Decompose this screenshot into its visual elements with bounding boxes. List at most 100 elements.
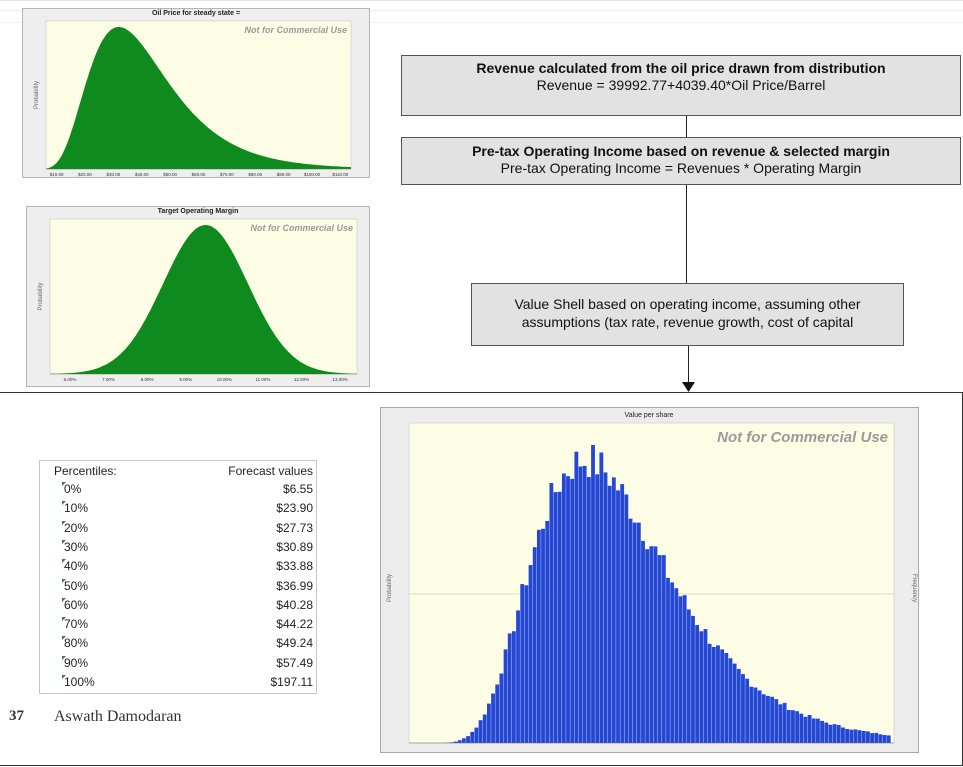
page-number: 37: [9, 708, 24, 724]
marker-icon: [62, 578, 66, 583]
operating-income-box-title: Pre-tax Operating Income based on revenu…: [472, 143, 890, 159]
percentile-label: 80%: [64, 636, 89, 651]
histogram-bar: [566, 476, 570, 743]
watermark: Not for Commercial Use: [244, 25, 347, 35]
histogram-bar: [570, 478, 575, 743]
forecast-value: $33.88: [276, 559, 313, 574]
histogram-bar: [853, 729, 858, 743]
table-row: 10% $23.90: [40, 501, 316, 520]
x-tick-label: $80.00: [248, 172, 262, 177]
operating-income-box-formula: Pre-tax Operating Income = Revenues * Op…: [500, 160, 862, 176]
density-area: [50, 225, 357, 374]
x-tick-label: $60.00: [192, 172, 206, 177]
histogram-bar: [491, 693, 495, 743]
histogram-bar: [657, 555, 662, 743]
histogram-bar: [511, 631, 516, 743]
forecast-value: $6.55: [282, 482, 313, 496]
x-tick-label: $100.00: [304, 172, 321, 177]
histogram-bar: [586, 477, 591, 743]
x-tick-label: 9.00%: [179, 377, 192, 382]
histogram-bar: [695, 625, 700, 743]
histogram-bar: [482, 714, 487, 743]
histogram-bar: [641, 540, 645, 743]
histogram-bar: [661, 555, 666, 743]
histogram-bar: [603, 472, 608, 743]
x-tick-label: $10.00: [50, 172, 64, 177]
percentile-label: 40%: [64, 559, 89, 574]
x-tick-label: $70.00: [220, 172, 234, 177]
histogram-bar: [632, 522, 637, 743]
revenue-box: Revenue calculated from the oil price dr…: [401, 55, 961, 116]
percentile-label: 90%: [64, 655, 89, 670]
histogram-bar: [591, 445, 595, 743]
histogram-bar: [682, 595, 687, 743]
forecast-value: $27.73: [276, 520, 313, 535]
histogram-bar: [561, 473, 566, 743]
y-axis-label: Probability: [38, 282, 44, 310]
histogram-bar: [574, 451, 579, 743]
histogram-bar: [728, 658, 733, 743]
percentile-label: 20%: [64, 520, 89, 535]
forecast-value: $44.22: [276, 617, 313, 632]
histogram-bar: [624, 494, 629, 743]
histogram-bar: [745, 678, 750, 743]
histogram-bar: [557, 491, 562, 743]
histogram-bar: [753, 687, 758, 743]
oil-price-chart: Oil Price for steady state = Not for Com…: [22, 8, 370, 178]
watermark: Not for Commercial Use: [717, 429, 888, 446]
histogram-bar: [832, 724, 837, 743]
histogram-bar: [449, 742, 454, 743]
x-tick-label: $50.00: [163, 172, 177, 177]
histogram-bar: [691, 615, 695, 743]
x-tick-label: 6.00%: [64, 377, 77, 382]
x-tick-label: $90.00: [277, 172, 291, 177]
arrow-down-icon: [682, 382, 695, 392]
forecast-value: $36.99: [276, 578, 313, 593]
histogram-bar: [820, 720, 825, 743]
histogram-bar: [811, 718, 816, 743]
marker-icon: [62, 559, 66, 564]
histogram-bar: [878, 734, 883, 743]
y-axis-label-right: Frequency: [911, 574, 917, 602]
histogram-bar: [782, 702, 787, 743]
histogram-bar: [857, 730, 862, 743]
forecast-value: $30.89: [276, 539, 313, 554]
histogram-bar: [778, 704, 783, 743]
chart-title: Oil Price for steady state =: [151, 10, 241, 17]
histogram-bar: [841, 727, 845, 743]
histogram-bar: [532, 547, 537, 743]
percentile-label: 30%: [64, 539, 89, 554]
x-tick-label: $110.00: [332, 172, 348, 177]
histogram-bar: [578, 466, 583, 743]
revenue-box-formula: Revenue = 39992.77+4039.40*Oil Price/Bar…: [536, 77, 826, 93]
histogram-bar: [453, 741, 458, 743]
chart-title: Target Operating Margin: [157, 208, 239, 215]
histogram-bar: [703, 629, 708, 743]
histogram-bar: [736, 669, 741, 743]
marker-icon: [62, 617, 66, 622]
marker-icon: [62, 501, 66, 506]
table-row: 50% $36.99: [40, 578, 316, 598]
forecast-value: $40.28: [276, 597, 313, 612]
table-row: 30% $30.89: [40, 539, 316, 559]
table-row: 40% $33.88: [40, 559, 316, 578]
histogram-bar: [886, 735, 891, 743]
histogram-bar: [882, 735, 887, 743]
value-shell-box: Value Shell based on operating income, a…: [471, 283, 904, 346]
marker-icon: [62, 636, 66, 641]
histogram-bar: [874, 732, 879, 743]
histogram-bar: [503, 649, 508, 743]
x-tick-label: 11.00%: [255, 377, 270, 382]
histogram-bar: [870, 733, 874, 743]
histogram-bar: [620, 484, 625, 743]
histogram-bar: [774, 699, 779, 743]
histogram-bar: [499, 673, 504, 743]
histogram-bar: [670, 582, 675, 743]
y-axis-label: Probability: [34, 81, 40, 109]
histogram-bar: [520, 584, 525, 743]
table-row: 20% $27.73: [40, 520, 316, 540]
marker-icon: [62, 520, 66, 525]
histogram-bar: [474, 727, 479, 743]
histogram-bar: [549, 483, 554, 743]
histogram-bar: [466, 736, 470, 743]
